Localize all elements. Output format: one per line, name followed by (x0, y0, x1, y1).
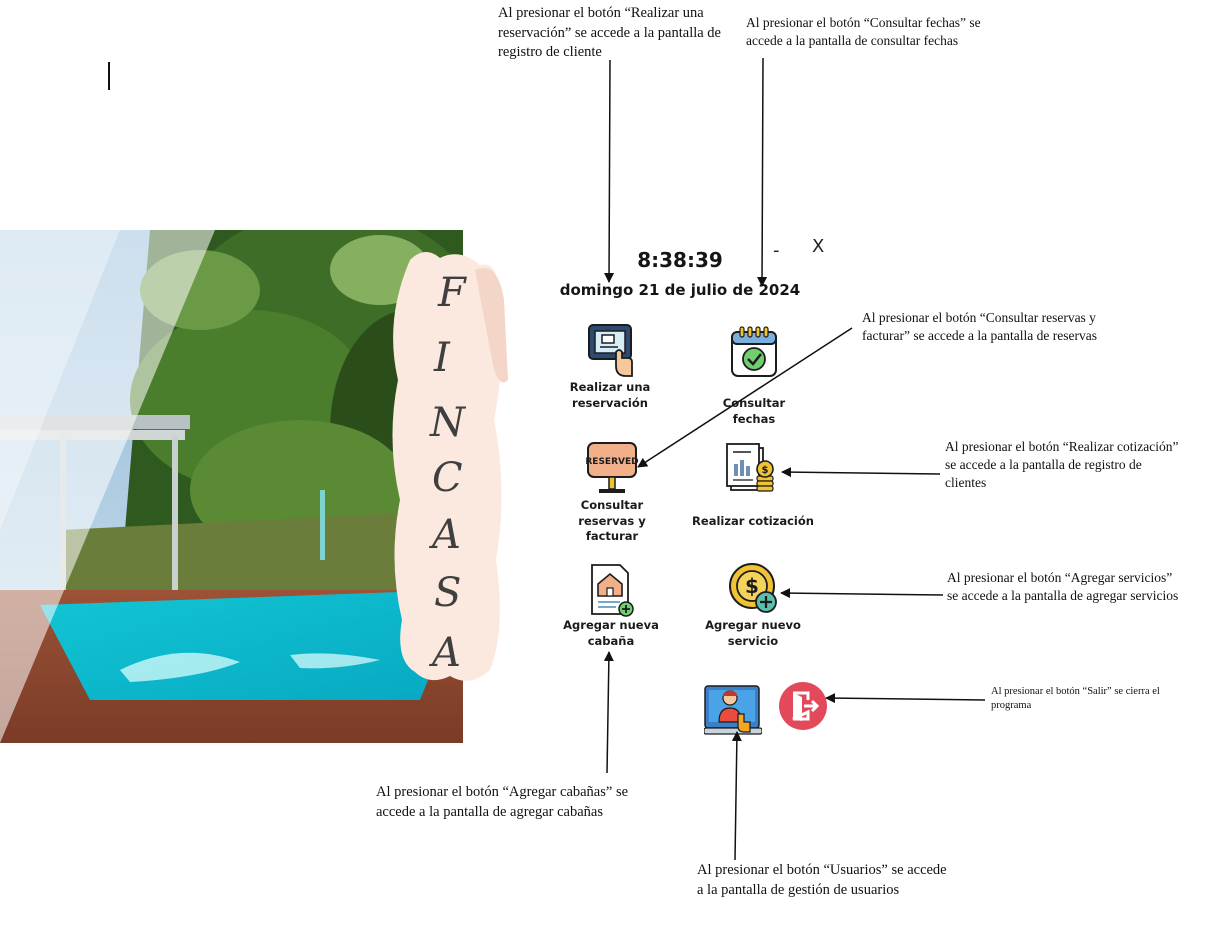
agregar-cabana-label: Agregar nueva cabaña (563, 618, 659, 648)
annotation-cotizacion: Al presionar el botón “Realizar cotizaci… (945, 439, 1179, 491)
arrow-usuarios (731, 731, 742, 861)
annotation-agregar-cabanas: Al presionar el botón “Agregar cabañas” … (376, 784, 629, 820)
annotation-consultar-fechas: Al presionar el botón “Consultar fechas”… (746, 15, 981, 49)
svg-text:$: $ (762, 465, 769, 476)
close-button[interactable]: X (812, 236, 825, 257)
realizar-cotizacion-label: Realizar cotización (692, 514, 814, 528)
consultar-fechas-button[interactable]: Consultar fechas (700, 322, 808, 426)
arrow-agregar-servicios (780, 588, 944, 599)
brand-letter-c: C (432, 455, 463, 501)
house-document-icon (591, 564, 634, 617)
current-date: domingo 21 de julio de 2024 (559, 281, 801, 299)
calendar-check-icon (731, 326, 777, 377)
brush-stroke-shape (392, 251, 508, 681)
exit-door-icon (779, 682, 827, 730)
annotation-usuarios: Al presionar el botón “Usuarios” se acce… (697, 862, 947, 898)
realizar-cotizacion-button[interactable]: $ Realizar cotización (692, 440, 814, 532)
svg-text:$: $ (745, 574, 759, 598)
tablet-reservation-icon (588, 324, 633, 377)
agregar-cabana-button[interactable]: Agregar nueva cabaña (562, 560, 660, 652)
salir-button[interactable] (778, 681, 828, 731)
brand-letter-a2: A (432, 630, 461, 676)
brand-letter-s: S (434, 570, 462, 616)
coin-add-icon: $ (729, 563, 777, 613)
agregar-servicio-button[interactable]: $ Agregar nuevo servicio (703, 560, 803, 652)
brand-letter-f: F (438, 270, 466, 316)
brand-strip (380, 240, 510, 690)
agregar-servicio-label: Agregar nuevo servicio (705, 618, 801, 648)
consultar-reservas-button[interactable]: RESERVED Consultar reservas y facturar (553, 440, 671, 543)
finca-photo (0, 230, 463, 743)
arrow-consultar-reservas (637, 327, 853, 468)
clock: 8:38:39 (637, 248, 723, 272)
annotation-salir: Al presionar el botón “Salir” se cierra … (991, 686, 1160, 711)
user-management-icon (703, 685, 763, 735)
brand-letter-a1: A (432, 512, 461, 558)
reserved-sign-icon: RESERVED (585, 442, 639, 493)
arrow-reservar (604, 59, 615, 283)
brand-letter-i: I (434, 335, 450, 381)
realizar-reservacion-button[interactable]: Realizar una reservación (560, 322, 660, 414)
svg-text:RESERVED: RESERVED (585, 457, 638, 467)
minimize-button[interactable]: - (773, 240, 780, 261)
arrow-cotizacion (781, 467, 941, 478)
arrow-salir (825, 693, 986, 704)
pool-scene-image (0, 230, 463, 743)
annotation-consultar-reservas: Al presionar el botón “Consultar reserva… (862, 310, 1097, 344)
quote-document-coins-icon: $ (726, 443, 774, 492)
annotation-agregar-servicios: Al presionar el botón “Agregar servicios… (947, 570, 1179, 604)
usuarios-button[interactable] (703, 684, 763, 736)
brand-letter-n: N (430, 400, 465, 446)
realizar-reservacion-label: Realizar una reservación (569, 380, 651, 410)
text-cursor (108, 62, 110, 90)
arrow-agregar-cabanas (603, 651, 614, 774)
arrow-consultar-fechas (757, 57, 768, 287)
annotation-reservar: Al presionar el botón “Realizar una rese… (498, 5, 721, 61)
consultar-reservas-label: Consultar reservas y facturar (578, 498, 646, 544)
consultar-fechas-label: Consultar fechas (722, 396, 786, 426)
